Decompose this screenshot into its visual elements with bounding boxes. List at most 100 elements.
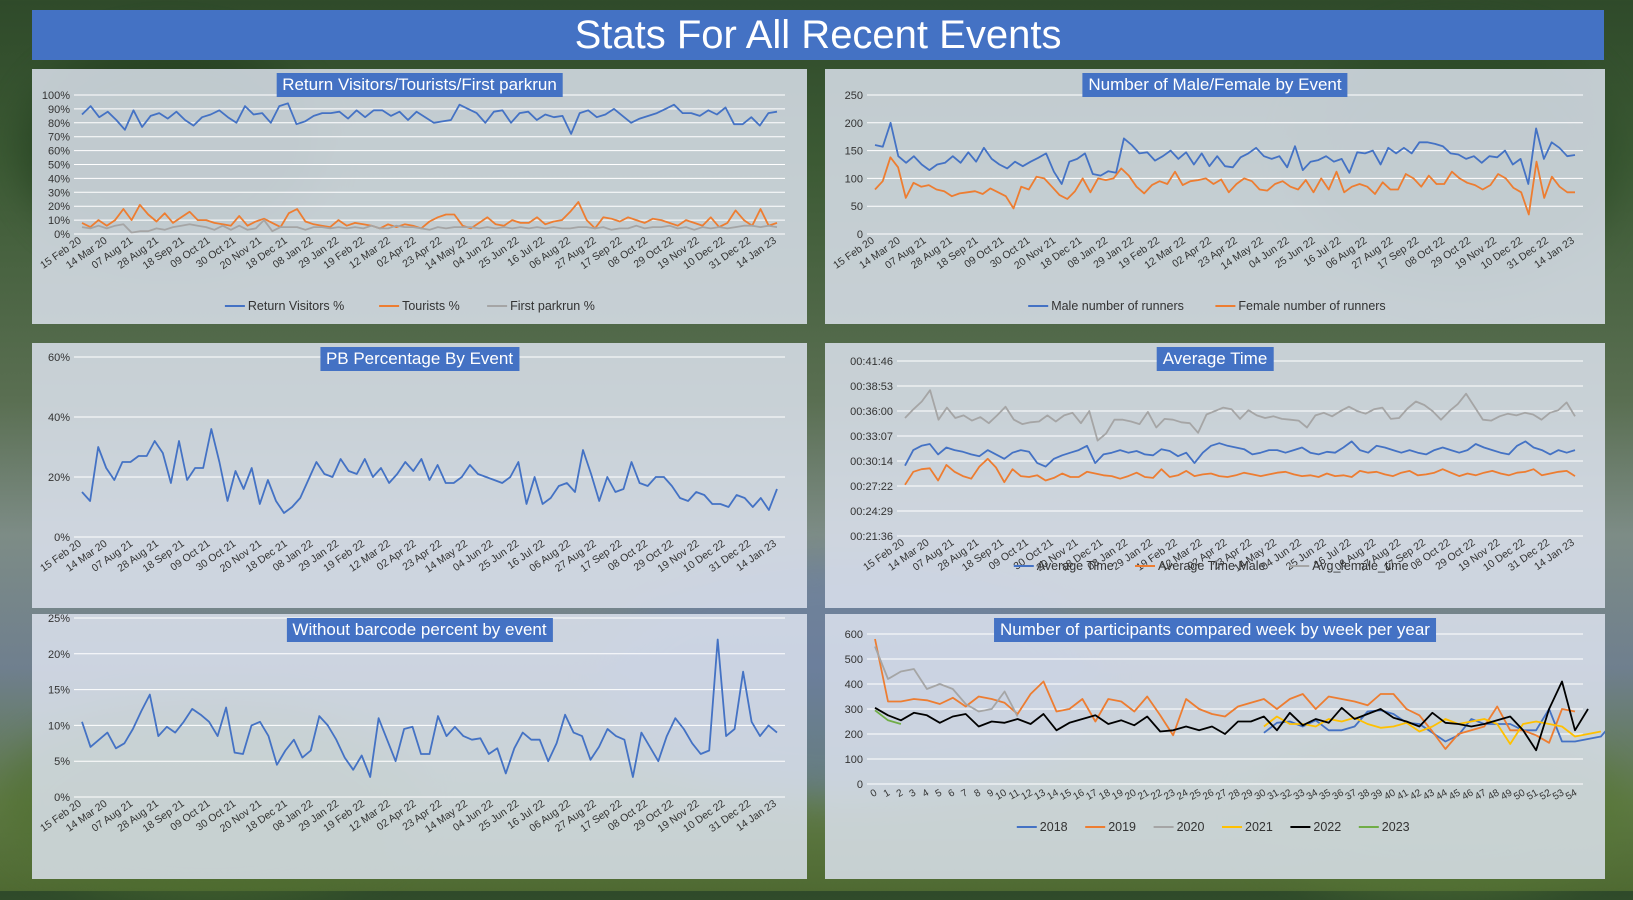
x-tick-label: 41 (1395, 787, 1411, 802)
x-tick-label: 16 (1071, 787, 1087, 802)
y-tick-label: 0 (857, 779, 863, 791)
y-tick-label: 00:33:07 (850, 431, 893, 443)
chart-title: Average Time (1156, 347, 1274, 371)
legend-label: First parkrun % (510, 299, 595, 313)
x-tick-label: 47 (1473, 787, 1489, 802)
x-tick-label: 52 (1538, 787, 1554, 802)
weekly-participants-chart: 0 100 200 300 400 500 600 0 1 2 3 4 5 6 7 8 9 10 11 12 13 14 1… (825, 614, 1605, 879)
series-line-2023 (874, 709, 902, 725)
x-tick-label: 4 (921, 787, 932, 800)
x-tick-label: 49 (1499, 787, 1515, 802)
y-tick-label: 70% (48, 132, 70, 144)
series-line-2018 (1263, 708, 1605, 743)
y-tick-label: 0% (54, 532, 70, 544)
x-tick-label: 1 (882, 787, 893, 800)
x-tick-label: 5 (934, 787, 945, 800)
x-tick-label: 42 (1408, 787, 1424, 802)
series-line-without-barcode-percent (81, 638, 778, 778)
x-tick-label: 19 (1110, 787, 1126, 802)
x-tick-label: 8 (972, 787, 983, 800)
y-tick-label: 00:38:53 (850, 381, 893, 393)
y-tick-label: 100 (845, 754, 863, 766)
y-tick-label: 40% (48, 173, 70, 185)
x-tick-label: 54 (1564, 787, 1580, 802)
y-tick-label: 200 (845, 729, 863, 741)
x-tick-label: 51 (1525, 787, 1541, 802)
series-line-avg-female-time (904, 389, 1576, 442)
x-tick-label: 18 (1097, 787, 1113, 802)
x-tick-label: 46 (1460, 787, 1476, 802)
y-tick-label: 500 (845, 654, 863, 666)
series-line-tourists- (81, 201, 778, 230)
y-tick-label: 10% (48, 215, 70, 227)
y-tick-label: 90% (48, 104, 70, 116)
x-tick-label: 29 (1240, 787, 1256, 802)
x-tick-label: 25 (1188, 787, 1204, 802)
x-tick-label: 33 (1292, 787, 1308, 802)
series-line-male-number-of-runners (874, 121, 1576, 185)
y-tick-label: 150 (845, 146, 863, 158)
x-tick-label: 40 (1382, 787, 1398, 802)
legend-label: Average Time (1037, 559, 1114, 573)
x-tick-label: 24 (1175, 787, 1191, 802)
y-tick-label: 20% (48, 201, 70, 213)
y-tick-label: 50% (48, 160, 70, 172)
y-tick-label: 10% (48, 720, 70, 732)
y-tick-label: 0% (54, 792, 70, 804)
y-tick-label: 60% (48, 352, 70, 364)
series-line-2019 (874, 638, 1576, 750)
legend-label: 2021 (1245, 820, 1273, 834)
chart-title: Number of participants compared week by … (994, 618, 1436, 642)
x-tick-label: 34 (1305, 787, 1321, 802)
x-tick-label: 3 (908, 787, 919, 800)
y-tick-label: 5% (54, 756, 70, 768)
x-tick-label: 38 (1357, 787, 1373, 802)
series-line-2020 (874, 646, 1019, 717)
x-tick-label: 31 (1266, 787, 1282, 802)
x-tick-label: 17 (1084, 787, 1100, 802)
x-tick-label: 2 (895, 787, 906, 800)
legend-label: 2020 (1177, 820, 1205, 834)
series-line-return-visitors- (81, 102, 778, 135)
x-tick-label: 13 (1032, 787, 1048, 802)
legend-label: Tourists % (402, 299, 460, 313)
x-tick-label: 36 (1331, 787, 1347, 802)
y-tick-label: 20% (48, 649, 70, 661)
y-tick-label: 00:41:46 (850, 356, 893, 368)
x-tick-label: 28 (1227, 787, 1243, 802)
x-tick-label: 15 (1058, 787, 1074, 802)
without-barcode-chart: 0% 5% 10% 15% 20% 25% 15 Feb 20 14 Mar 20 07 Aug… (32, 614, 807, 879)
x-tick-label: 23 (1162, 787, 1178, 802)
y-tick-label: 00:36:00 (850, 406, 893, 418)
x-tick-label: 45 (1447, 787, 1463, 802)
chart-title: Without barcode percent by event (286, 618, 553, 642)
y-tick-label: 0 (857, 229, 863, 241)
x-tick-label: 35 (1318, 787, 1334, 802)
legend-label: 2018 (1040, 820, 1068, 834)
y-tick-label: 400 (845, 679, 863, 691)
x-tick-label: 48 (1486, 787, 1502, 802)
chart-svg: 0%10%20%30%40%50%60%70%80%90%100%15 Feb … (38, 90, 785, 313)
y-tick-label: 00:24:29 (850, 506, 893, 518)
y-tick-label: 600 (845, 629, 863, 641)
x-tick-label: 9 (985, 787, 996, 800)
y-tick-label: 15% (48, 685, 70, 697)
legend-label: Female number of runners (1238, 299, 1385, 313)
y-tick-label: 50 (851, 201, 863, 213)
x-tick-label: 30 (1253, 787, 1269, 802)
legend-label: Return Visitors % (248, 299, 344, 313)
series-line-female-number-of-runners (874, 156, 1575, 216)
x-tick-label: 22 (1149, 787, 1165, 802)
y-tick-label: 00:27:22 (850, 481, 893, 493)
y-tick-label: 20% (48, 472, 70, 484)
series-line-first-parkrun- (81, 219, 778, 234)
x-tick-label: 27 (1214, 787, 1230, 802)
x-tick-label: 44 (1434, 787, 1450, 802)
y-tick-label: 60% (48, 146, 70, 158)
y-tick-label: 200 (845, 118, 863, 130)
legend-label: 2023 (1382, 820, 1410, 834)
legend-label: Male number of runners (1051, 299, 1184, 313)
